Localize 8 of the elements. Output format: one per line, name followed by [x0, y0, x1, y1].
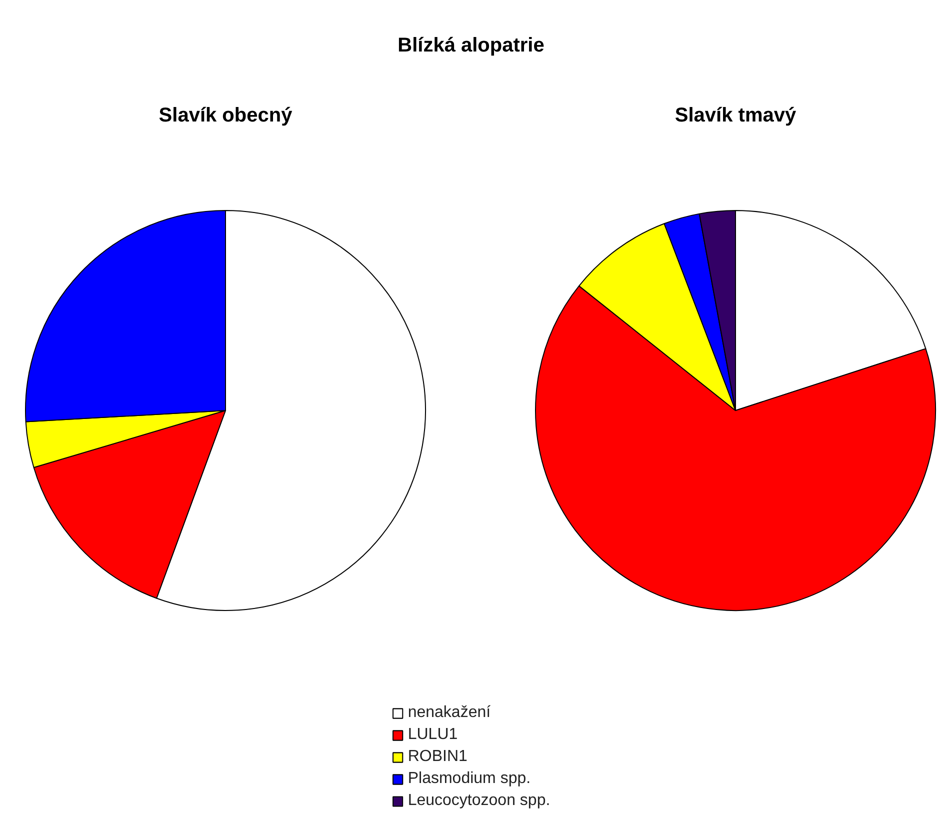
- legend-label: Plasmodium spp.: [408, 770, 531, 788]
- legend-label: LULU1: [408, 726, 458, 744]
- slice-label: Slavík obecný: [158, 104, 294, 126]
- legend-label: Leucocytozoon spp.: [408, 792, 550, 810]
- chart-title: Blízká alopatrie: [398, 34, 544, 56]
- legend-label: nenakažení: [408, 704, 491, 722]
- legend-label: ROBIN1: [408, 748, 468, 766]
- slice-label: Slavík tmavý: [674, 104, 797, 126]
